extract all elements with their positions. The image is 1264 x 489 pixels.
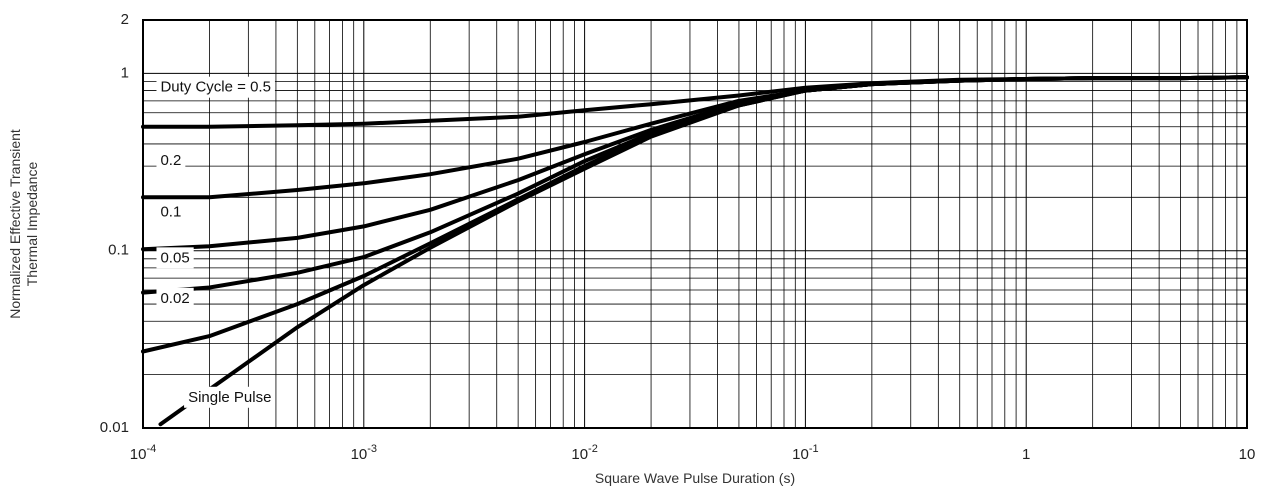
- series-label: 0.02: [160, 290, 189, 307]
- series-label: 0.2: [160, 152, 181, 169]
- x-tick-label: 10-2: [571, 443, 597, 463]
- series-label-background: [156, 150, 186, 172]
- series-labels: Duty Cycle = 0.5 0.2 0.1 0.05 0.02 Single Pul…: [156, 76, 276, 408]
- series-line: [141, 75, 1249, 200]
- y-axis-title-line-1: Normalized Effective Transient: [7, 129, 23, 319]
- x-tick-label: 10-4: [130, 443, 156, 463]
- y-tick-label: 2: [121, 11, 129, 28]
- x-tick-label: 1: [1022, 446, 1030, 463]
- series-label: Single Pulse: [188, 389, 271, 406]
- series-label-background: [156, 201, 186, 223]
- grid: [143, 20, 1247, 428]
- series-label-background: [156, 247, 194, 269]
- series-label: 0.1: [160, 204, 181, 221]
- series-label: 0.05: [160, 249, 189, 266]
- x-axis-title: Square Wave Pulse Duration (s): [595, 470, 795, 486]
- series-label-background: [156, 76, 275, 98]
- series-line: [158, 75, 1249, 427]
- series-line: [141, 75, 1249, 252]
- series-label: Duty Cycle = 0.5: [160, 79, 270, 96]
- y-tick-label: 0.1: [108, 242, 129, 259]
- series-lines: [141, 75, 1249, 427]
- x-tick-label: 10-1: [792, 443, 818, 463]
- plot-frame: [142, 19, 1248, 429]
- series-label-background: [156, 287, 194, 309]
- tick-labels: 10-4 10-3 10-2 10-1 1 10 2 1 0.1 0.01: [100, 11, 1256, 463]
- series-label-background: [184, 386, 276, 408]
- series-line: [141, 75, 1249, 354]
- x-tick-label: 10: [1239, 446, 1256, 463]
- x-tick-label: 10-3: [351, 443, 377, 463]
- y-axis-title-line-2: Thermal Impedance: [24, 162, 40, 287]
- y-tick-label: 1: [121, 64, 129, 81]
- series-line: [141, 75, 1249, 295]
- y-tick-label: 0.01: [100, 419, 129, 436]
